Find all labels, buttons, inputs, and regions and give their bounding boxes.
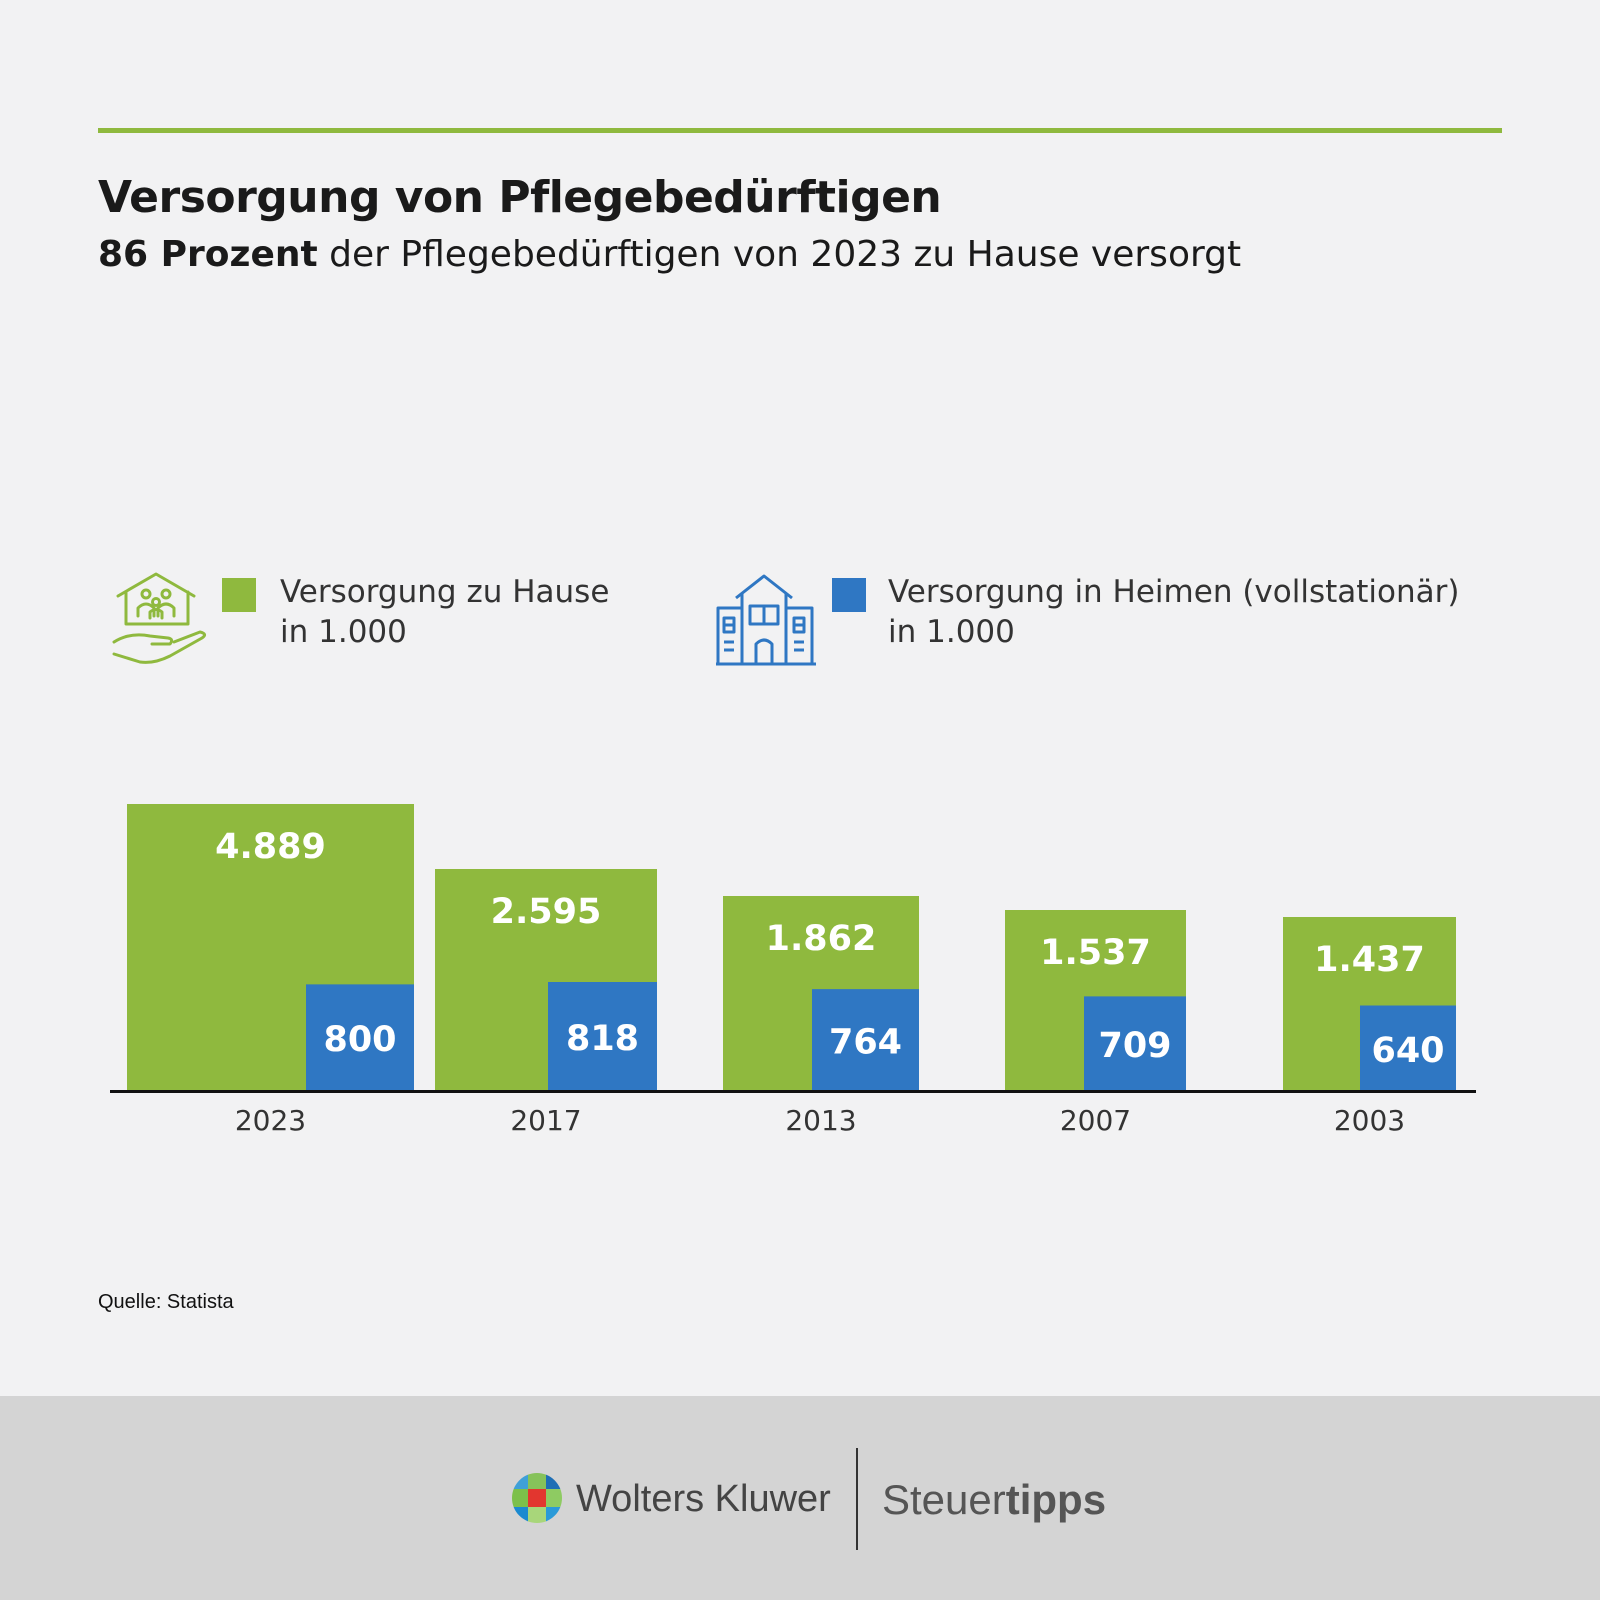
page-title: Versorgung von Pflegebedürftigen [98,172,942,223]
label-heim-2013: 764 [829,1023,902,1063]
bar-chart: 4.889 800 2023 2.595 818 2017 1.862 764 2013 1.53… [110,804,1476,1137]
wolters-kluwer-brand: Wolters Kluwer [576,1478,831,1520]
label-heim-2007: 709 [1098,1026,1171,1066]
label-home-2013: 1.862 [766,919,877,959]
footer: Wolters Kluwer Steuertipps [0,1396,1600,1600]
bar-heim-2023 [306,984,414,1090]
legend-label-home: Versorgung zu Hause in 1.000 [280,572,609,652]
steuertipps-brand: Steuertipps [882,1476,1106,1524]
subtitle-highlight: 86 Prozent [98,234,318,275]
legend-swatch-home [222,578,256,612]
label-heim-2023: 800 [323,1020,396,1060]
label-heim-2003: 640 [1371,1031,1444,1071]
legend-heim-line1: Versorgung in Heimen (vollstationär) [888,574,1460,610]
x-tick-2023: 2023 [235,1104,306,1137]
label-home-2007: 1.537 [1040,933,1151,973]
legend-home-line1: Versorgung zu Hause [280,574,610,610]
legend-swatch-heim [832,578,866,612]
care-home-building-icon [716,574,816,666]
x-tick-2003: 2003 [1334,1104,1405,1137]
source-note: Quelle: Statista [98,1291,234,1313]
label-home-2017: 2.595 [491,892,602,932]
bar-heim-2003 [1360,1005,1456,1090]
wolters-kluwer-logo-icon [512,1473,562,1523]
bar-heim-2013 [812,989,919,1090]
subtitle-text: der Pflegebedürftigen von 2023 zu Hause … [317,234,1242,275]
x-tick-2007: 2007 [1060,1104,1131,1137]
bar-heim-2007 [1084,996,1186,1090]
footer-divider [856,1448,858,1550]
page-subtitle: 86 Prozent der Pflegebedürftigen von 202… [98,234,1241,275]
steuertipps-bold: tipps [1005,1476,1107,1523]
legend-heim-line2: in 1.000 [888,614,1015,650]
home-care-icon [112,572,207,664]
steuertipps-regular: Steuer [882,1476,1006,1523]
top-accent-rule [98,128,1502,133]
legend-label-heim: Versorgung in Heimen (vollstationär) in … [888,572,1459,652]
bar-heim-2017 [548,982,657,1090]
x-tick-2013: 2013 [785,1104,856,1137]
label-home-2023: 4.889 [215,827,326,867]
x-tick-2017: 2017 [510,1104,581,1137]
label-home-2003: 1.437 [1314,940,1425,980]
x-axis-baseline [110,1090,1476,1093]
label-heim-2017: 818 [566,1019,639,1059]
legend-home-line2: in 1.000 [280,614,407,650]
